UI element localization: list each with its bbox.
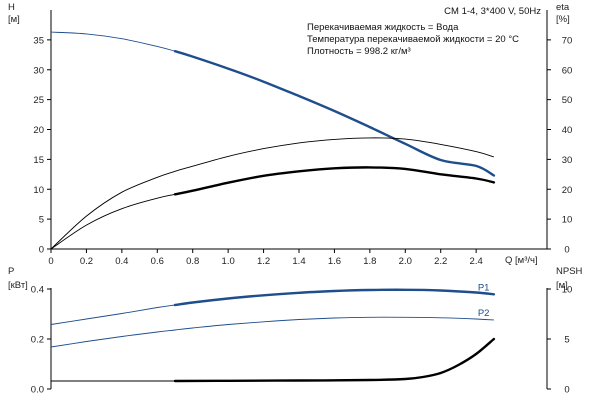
top-series-0-duty-range [173,50,496,177]
top-series-2-line [50,166,495,250]
info-line-temperature: Температура перекачиваемой жидкости = 20… [307,34,519,45]
x-tick-label: 1.0 [222,256,235,267]
x-tick-label: 1.2 [257,256,270,267]
y-tick-label: 20 [562,185,573,196]
x-tick-label: 0.4 [115,256,128,267]
y-tick-label: 15 [33,155,44,166]
bottom-right-axis-title-npsh: NPSH [556,266,583,277]
top-left-axis-title-h: H [8,2,15,13]
y-tick-label: 10 [562,215,573,226]
y-tick-label: 10 [562,285,573,296]
y-tick-label: 25 [33,95,44,106]
top-left-axis-title-unit: [м] [8,14,20,25]
bottom-series-2-line [51,338,495,382]
y-tick-label: 0.4 [31,285,44,296]
y-tick-label: 0 [564,245,569,256]
y-tick-label: 50 [562,95,573,106]
y-tick-label: 0.2 [31,335,44,346]
y-tick-label: 35 [33,35,44,46]
bottom-left-axis-title-p: P [8,266,14,277]
x-tick-label: 1.6 [328,256,341,267]
top-series-1-line [50,137,495,250]
y-tick-label: 30 [562,155,573,166]
top-left-ticks: 0 5 10 15 20 25 30 35 [33,35,51,256]
top-right-ticks: 0 10 20 30 40 50 60 70 [547,35,573,256]
x-tick-label: 2.4 [470,256,483,267]
y-tick-label: 0.0 [31,385,44,396]
y-tick-label: 0 [564,385,569,396]
info-line-fluid: Перекачиваемая жидкость = Вода [307,22,459,33]
info-line-density: Плотность = 998.2 кг/м³ [307,46,411,57]
y-tick-label: 20 [33,125,44,136]
bottom-left-axis-title-unit: [кВт] [8,280,28,291]
y-tick-label: 5 [564,335,569,346]
x-tick-label: 0.6 [151,256,164,267]
bottom-left-ticks: 0.0 0.2 0.4 [31,285,51,396]
y-tick-label: 70 [562,35,573,46]
y-tick-label: 10 [33,185,44,196]
bottom-right-axis-title-unit: [м] [556,280,568,291]
x-axis-title: Q [м³/ч] [505,255,538,266]
bottom-series-2-duty-range [173,337,496,383]
x-tick-label: 2.2 [434,256,447,267]
y-tick-label: 30 [33,65,44,76]
chart-title: CM 1-4, 3*400 V, 50Hz [444,6,541,17]
bottom-series-group: P1 P2 [50,282,496,383]
top-series-2-duty-range [173,166,496,196]
x-tick-label: 0.2 [80,256,93,267]
top-right-axis-title-eta: eta [556,2,570,13]
y-tick-label: 0 [39,245,44,256]
bottom-series-1-line [50,316,494,348]
bottom-series-0-duty-range [173,288,496,307]
x-tick-label: 2.0 [399,256,412,267]
x-tick-label: 0.8 [186,256,199,267]
x-tick-label: 1.4 [292,256,305,267]
bottom-panel: P [кВт] NPSH [м] 0.0 0.2 0.4 0 5 10 P1 P2 [8,266,583,396]
y-tick-label: 5 [39,215,44,226]
x-axis-ticks: 0 0.2 0.4 0.6 0.8 1.0 1.2 1.4 1.6 1.8 2.0 2.2 2.4 [48,249,483,267]
y-tick-label: 60 [562,65,573,76]
top-panel: H [м] eta [%] CM 1-4, 3*400 V, 50Hz Пере… [8,2,572,267]
bottom-right-ticks: 0 5 10 [547,285,572,396]
series-label-p1: P1 [478,282,490,293]
top-right-axis-title-unit: [%] [556,14,570,25]
top-series-group [50,31,496,250]
x-tick-label: 0 [48,256,53,267]
y-tick-label: 40 [562,125,573,136]
x-tick-label: 1.8 [363,256,376,267]
series-label-p2: P2 [478,308,490,319]
